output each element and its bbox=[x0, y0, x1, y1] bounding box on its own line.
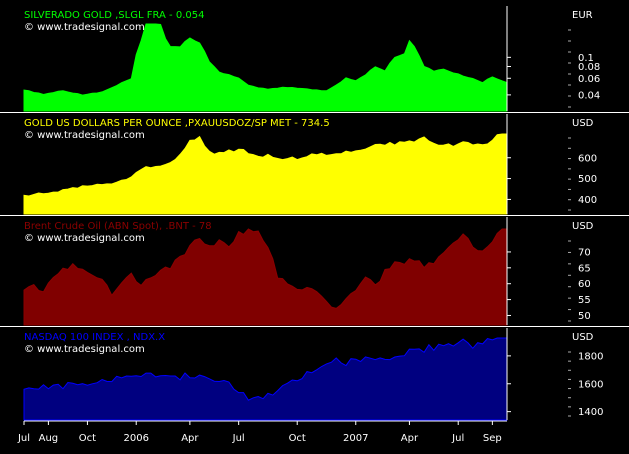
gold-credit: © www.tradesignal.com bbox=[24, 130, 145, 141]
nasdaq-y-tick-label: 1600 bbox=[578, 379, 603, 390]
x-tick-label: 2006 bbox=[123, 433, 148, 444]
x-tick-label: 2007 bbox=[343, 433, 368, 444]
gold-y-tick-label: 600 bbox=[578, 153, 597, 164]
x-tick-label: Apr bbox=[181, 433, 199, 444]
nasdaq-title: NASDAQ 100 INDEX , NDX.X bbox=[24, 332, 165, 343]
nasdaq-unit-label: USD bbox=[572, 332, 594, 343]
brent-y-tick-label: 55 bbox=[578, 295, 591, 306]
silverado-y-tick-label: 0.04 bbox=[578, 90, 600, 101]
brent-y-tick-label: 60 bbox=[578, 279, 591, 290]
panel-silverado: EUR 0.10.080.06 0.04 SILVERADO GOLD ,SLGL F… bbox=[0, 6, 629, 113]
silverado-y-tick-label: 0.1 bbox=[578, 53, 594, 64]
brent-area-series bbox=[23, 228, 508, 326]
nasdaq-y-tick-label: 1800 bbox=[578, 351, 603, 362]
x-tick-label: Jul bbox=[17, 433, 30, 444]
silverado-title: SILVERADO GOLD ,SLGL FRA - 0.054 bbox=[24, 10, 204, 21]
brent-unit-label: USD bbox=[572, 221, 594, 232]
panel-brent: USD 70 65 60 55 50 Brent Crude Oil (ABN Spot),… bbox=[0, 217, 629, 327]
brent-y-tick-label: 65 bbox=[578, 263, 591, 274]
x-tick-label: Jul bbox=[232, 433, 245, 444]
panel-gold: USD 600 500 400 GOLD US DOLLARS PER OUNCE ,P… bbox=[0, 114, 629, 216]
silverado-area-series bbox=[23, 23, 508, 112]
nasdaq-credit: © www.tradesignal.com bbox=[24, 344, 145, 355]
x-tick-label: Jul bbox=[451, 433, 464, 444]
x-tick-label: Sep bbox=[483, 433, 502, 444]
x-tick-label: Oct bbox=[79, 433, 96, 444]
gold-unit-label: USD bbox=[572, 118, 594, 129]
brent-credit: © www.tradesignal.com bbox=[24, 233, 145, 244]
panel-nasdaq: USD 1800 1600 1400 NASDAQ 100 INDEX , NDX.X©… bbox=[23, 328, 603, 421]
nasdaq-y-tick-label: 1400 bbox=[578, 407, 603, 418]
gold-title: GOLD US DOLLARS PER OUNCE ,PXAUUSDOZ/SP … bbox=[24, 118, 330, 129]
nasdaq-area-series bbox=[23, 337, 508, 421]
gold-area-series bbox=[23, 133, 508, 215]
silverado-credit: © www.tradesignal.com bbox=[24, 22, 145, 33]
x-tick-label: Oct bbox=[289, 433, 306, 444]
brent-title: Brent Crude Oil (ABN Spot), .BNT - 78 bbox=[24, 221, 212, 232]
silverado-unit-label: EUR bbox=[572, 10, 593, 21]
x-tick-label: Aug bbox=[39, 433, 59, 444]
gold-y-tick-label: 400 bbox=[578, 195, 597, 206]
x-tick-label: Apr bbox=[401, 433, 419, 444]
gold-y-tick-label: 500 bbox=[578, 174, 597, 185]
brent-y-tick-label: 50 bbox=[578, 311, 591, 322]
silverado-y-tick-label: 0.08 bbox=[578, 62, 600, 73]
brent-y-tick-label: 70 bbox=[578, 247, 591, 258]
silverado-y-tick-label: 0.06 bbox=[578, 74, 600, 85]
